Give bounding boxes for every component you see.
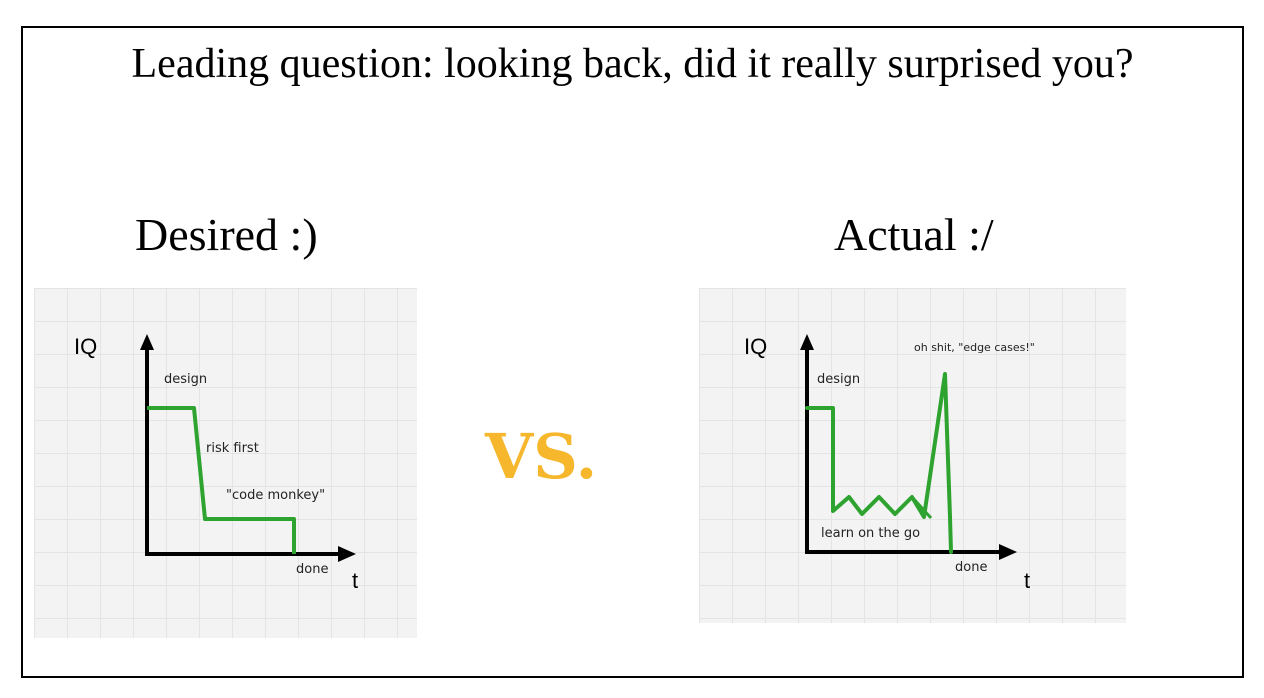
- design-label: design: [164, 372, 207, 387]
- design-label: design: [817, 372, 860, 387]
- vs-label: VS.: [485, 420, 598, 493]
- desired-progress-line: [147, 406, 296, 554]
- y-axis-arrowhead: [800, 334, 814, 350]
- actual-sketch: IQ t design oh shit, "edge cases!" learn…: [699, 288, 1126, 623]
- actual-progress-line: [805, 372, 953, 554]
- desired-sketch: IQ t design risk first "code monkey" don…: [34, 288, 417, 638]
- code-monkey-label: "code monkey": [226, 488, 325, 503]
- done-label: done: [296, 562, 328, 577]
- slide-title: Leading question: looking back, did it r…: [131, 41, 1134, 87]
- desired-heading: Desired :): [135, 209, 318, 260]
- learn-on-the-go-label: learn on the go: [821, 526, 920, 541]
- risk-first-label: risk first: [206, 441, 259, 456]
- actual-heading: Actual :/: [834, 209, 994, 260]
- x-axis-arrowhead: [338, 546, 356, 562]
- y-axis-label: IQ: [74, 334, 97, 359]
- slide: Leading question: looking back, did it r…: [21, 26, 1244, 678]
- actual-zigzag-tail: [910, 495, 933, 520]
- done-label: done: [955, 560, 987, 575]
- y-axis-label: IQ: [744, 334, 767, 359]
- edge-cases-label: oh shit, "edge cases!": [914, 341, 1035, 354]
- x-axis-label: t: [1024, 568, 1030, 593]
- y-axis-arrowhead: [140, 334, 154, 350]
- x-axis-arrowhead: [999, 544, 1017, 560]
- x-axis-label: t: [352, 568, 358, 593]
